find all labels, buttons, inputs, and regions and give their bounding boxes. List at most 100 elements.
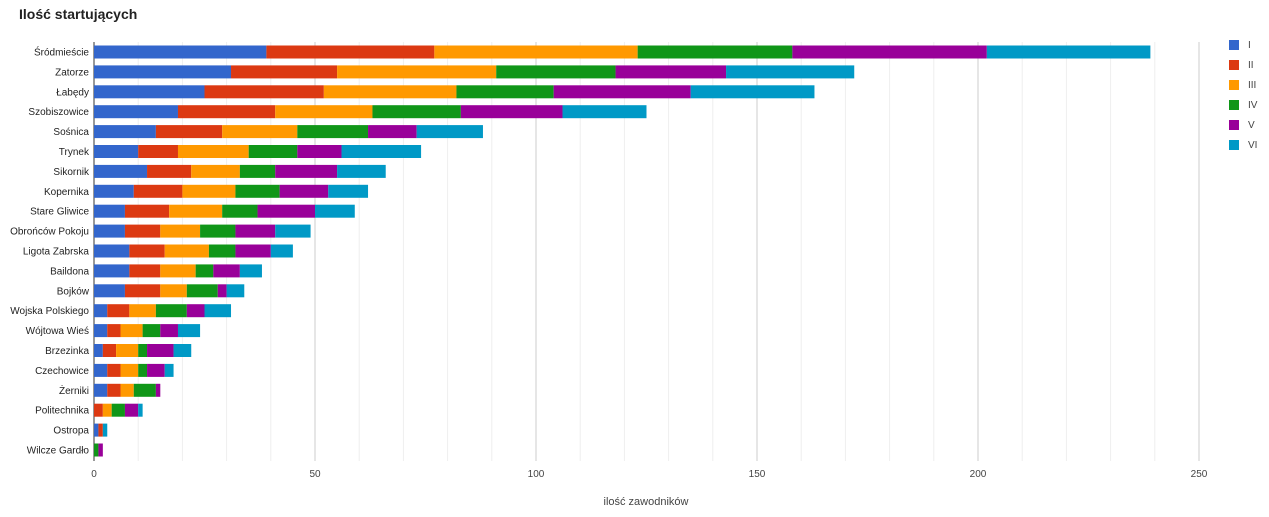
bar-segment — [94, 45, 267, 59]
bar-segment — [177, 324, 201, 338]
bar-segment — [275, 224, 311, 238]
category-label: Brzezinka — [45, 346, 89, 357]
bar-segment — [177, 105, 276, 119]
legend-label: IV — [1248, 100, 1258, 111]
bar-segment — [142, 324, 161, 338]
bar-segment — [315, 204, 355, 218]
category-label: Obrońców Pokoju — [10, 227, 89, 238]
bar-segment — [155, 125, 223, 139]
bar-segment — [111, 403, 125, 417]
bar-segment — [248, 145, 298, 158]
bar-segment — [235, 184, 280, 198]
bar-segment — [124, 224, 161, 238]
bar-segment — [129, 264, 161, 278]
chart-title: Ilość startujących — [19, 6, 138, 22]
bar-segment — [107, 363, 121, 377]
bar-segment — [231, 65, 338, 79]
bar-segment — [94, 244, 130, 258]
bar-segment — [222, 125, 298, 139]
bar-segment — [562, 105, 647, 119]
bar-segment — [94, 403, 103, 417]
x-tick-label: 0 — [91, 469, 97, 480]
bar-segment — [98, 423, 103, 437]
bar-segment — [792, 45, 987, 59]
bar-segment — [124, 204, 170, 218]
category-label: Szobiszowice — [28, 107, 89, 118]
bar-segment — [147, 164, 192, 178]
bar-segment — [102, 403, 112, 417]
bar-segment — [120, 363, 139, 377]
bar-segment — [94, 164, 148, 178]
bar-segment — [637, 45, 793, 59]
category-label: Łabędy — [56, 87, 89, 98]
bar-segment — [138, 363, 148, 377]
bar-segment — [186, 304, 205, 318]
x-tick-label: 150 — [749, 469, 766, 480]
category-label: Bojków — [57, 286, 90, 297]
bar-segment — [120, 383, 134, 397]
legend-swatch — [1229, 140, 1239, 150]
bar-segment — [107, 324, 121, 338]
bar-segment — [416, 125, 483, 139]
bar-segment — [222, 204, 258, 218]
bar-segment — [94, 264, 130, 278]
bar-segment — [279, 184, 329, 198]
bar-segment — [94, 184, 134, 198]
legend-swatch — [1229, 100, 1239, 110]
bar-segment — [94, 105, 178, 119]
bar-segment — [275, 164, 338, 178]
bar-segment — [182, 184, 236, 198]
category-label: Politechnika — [35, 406, 89, 417]
bar-segment — [147, 344, 174, 357]
bar-segment — [94, 423, 99, 437]
bar-segment — [297, 125, 369, 139]
category-label: Zatorze — [55, 67, 89, 78]
x-axis-title: ilość zawodników — [604, 496, 689, 508]
bar-segment — [372, 105, 461, 119]
bar-segment — [155, 304, 187, 318]
bar-segment — [266, 45, 435, 59]
category-labels: Śródmieście Zatorze Łabędy Szobiszowice Sośn… — [10, 46, 90, 457]
bar-segment — [341, 145, 422, 158]
bar-segment — [107, 383, 121, 397]
bar-segment — [186, 284, 218, 298]
bar-segment — [235, 224, 276, 238]
bar-segment — [235, 244, 271, 258]
x-tick-label: 100 — [528, 469, 545, 480]
bars — [94, 45, 1151, 457]
bar-segment — [129, 244, 165, 258]
x-tick-label: 250 — [1191, 469, 1208, 480]
category-label: Wilcze Gardło — [27, 446, 90, 457]
bar-segment — [191, 164, 240, 178]
bar-segment — [138, 403, 143, 417]
bar-segment — [94, 324, 108, 338]
bar-segment — [173, 344, 192, 357]
bar-segment — [107, 304, 130, 318]
bar-segment — [155, 383, 161, 397]
bar-segment — [986, 45, 1151, 59]
category-label: Śródmieście — [34, 46, 89, 59]
bar-segment — [337, 164, 386, 178]
category-label: Baildona — [50, 266, 89, 277]
bar-segment — [257, 204, 315, 218]
bar-segment — [124, 284, 161, 298]
legend-label: V — [1248, 120, 1255, 131]
bar-segment — [120, 324, 143, 338]
bar-segment — [147, 363, 165, 377]
bar-segment — [102, 344, 117, 357]
bar-segment — [94, 204, 125, 218]
category-label: Kopernika — [44, 187, 89, 198]
legend-label: III — [1248, 80, 1256, 91]
bar-segment — [239, 164, 276, 178]
bar-segment — [456, 85, 554, 99]
x-tick-label: 50 — [309, 469, 321, 480]
bar-segment — [94, 363, 108, 377]
bar-segment — [726, 65, 855, 79]
bar-segment — [94, 125, 156, 139]
bar-segment — [328, 184, 369, 198]
legend-swatch — [1229, 40, 1239, 50]
bar-segment — [94, 85, 205, 99]
bar-segment — [129, 304, 156, 318]
bar-segment — [337, 65, 497, 79]
